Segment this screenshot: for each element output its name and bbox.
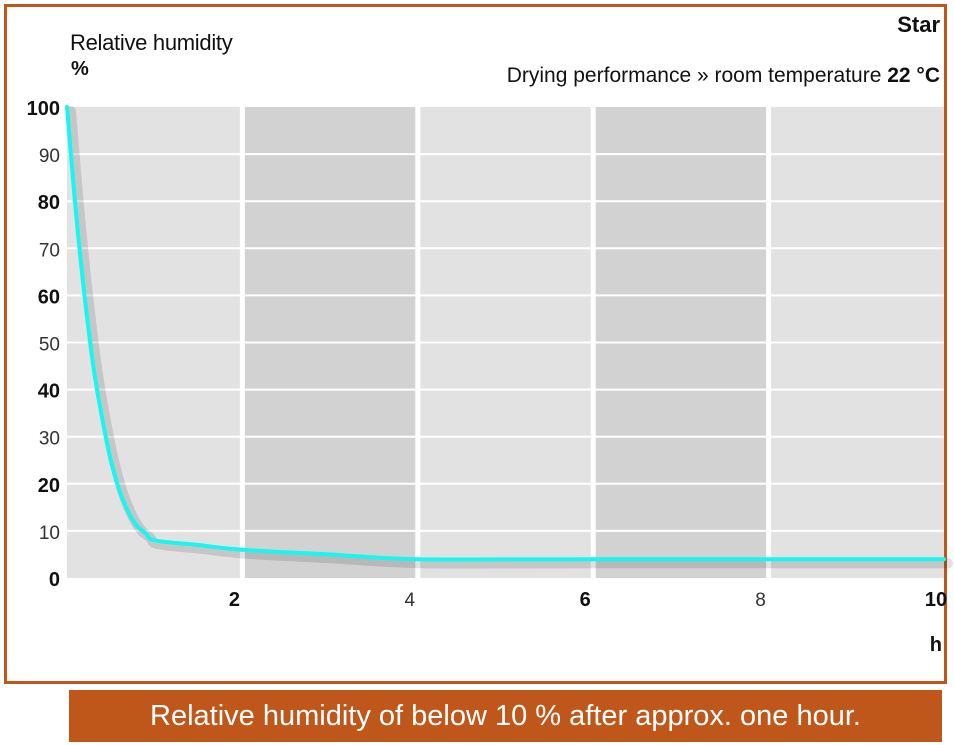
subtitle-text: Drying performance » room temperature (506, 64, 888, 87)
y-tick-label: 90 (39, 146, 60, 167)
x-tick-label: 6 (580, 589, 591, 611)
y-tick-label: 50 (39, 335, 60, 356)
y-tick-label: 30 (39, 429, 60, 450)
caption-banner: Relative humidity of below 10 % after ap… (69, 690, 942, 742)
x-tick-label: 10 (925, 589, 947, 611)
y-tick-label: 80 (38, 192, 60, 214)
brand-label: Star (897, 12, 940, 37)
y-tick-label: 10 (39, 523, 60, 544)
x-axis-unit: h (929, 634, 942, 656)
x-tick-label: 8 (755, 590, 766, 611)
y-tick-label: 0 (49, 569, 60, 591)
y-axis-label: Relative humidity (70, 30, 233, 55)
humidity-chart: 0 10 20 30 40 50 60 70 80 90 100 2 4 6 8 10 (27, 98, 953, 611)
y-tick-label: 70 (39, 240, 60, 261)
chart-subtitle: Drying performance » room temperature 22… (507, 64, 940, 88)
y-tick-label: 60 (38, 286, 60, 308)
y-tick-label: 20 (38, 475, 60, 497)
y-axis-unit: % (71, 58, 89, 80)
subtitle-temperature: 22 °C (887, 64, 940, 87)
x-tick-label: 2 (229, 589, 240, 611)
y-tick-label: 40 (38, 381, 60, 403)
series-line (65, 105, 946, 562)
y-tick-label: 100 (27, 98, 60, 120)
x-tick-label: 4 (405, 590, 416, 611)
